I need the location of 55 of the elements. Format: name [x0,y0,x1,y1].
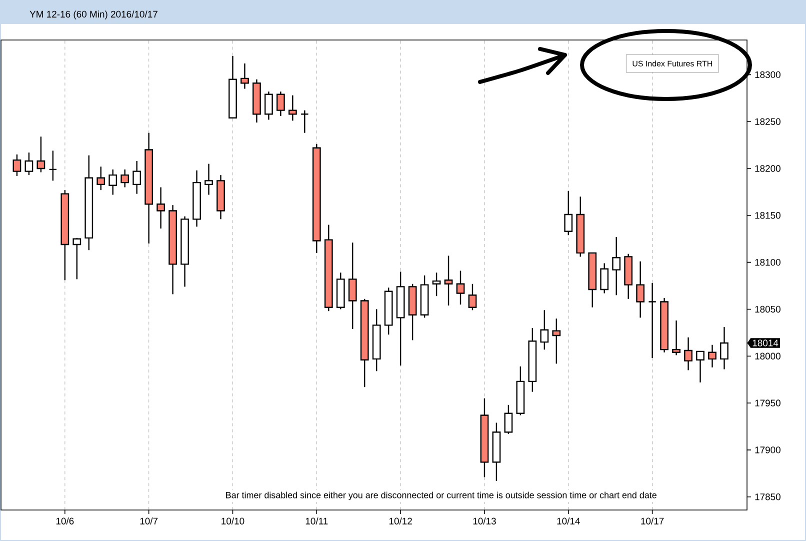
candlestick [696,350,704,383]
y-tick-label: 18150 [755,212,780,219]
x-tick-label: 10/10 [222,518,244,524]
candlestick [96,166,106,191]
candlestick [600,262,609,294]
x-tick-label: 10/17 [641,518,664,524]
candlestick [264,90,273,120]
candlestick [24,152,34,176]
candlestick [540,310,549,350]
candlestick [612,236,621,296]
candlestick [432,272,441,297]
x-tick-label: 10/12 [389,518,412,524]
candlestick [132,160,142,194]
candlestick [672,320,680,356]
y-tick-label: 17900 [755,446,780,454]
candlestick [240,62,249,90]
candlestick [12,154,22,177]
candlestick [120,168,130,188]
candlestick [156,186,165,230]
chart-title: YM 12-16 (60 Min) 2016/10/17 [30,10,158,20]
candlestick [288,94,297,122]
y-tick-label: 18000 [755,352,780,360]
candlestick [204,163,213,196]
y-tick-label: 18250 [755,118,780,125]
y-tick-label: 18200 [755,165,780,172]
candlestick [36,136,46,173]
candlestick [636,260,645,318]
candlestick [300,110,309,134]
candlestick [564,190,573,236]
x-tick-label: 10/11 [306,518,328,524]
x-tick-label: 10/6 [56,518,74,524]
candlestick [468,283,477,311]
y-tick-label: 18300 [755,71,780,78]
x-tick-label: 10/13 [473,518,496,524]
x-tick-label: 10/14 [557,518,580,524]
y-tick-label: 17950 [755,400,780,406]
x-tick-label: 10/7 [140,518,158,524]
y-tick-label: 18050 [755,306,780,313]
candlestick [456,270,465,306]
y-tick-label: 18100 [755,258,780,266]
candlestick [72,237,82,280]
text: 18014 [752,340,778,346]
candlestick [276,90,285,117]
candlestick [48,150,58,182]
candlestick [504,404,513,435]
candlestick [708,344,716,368]
candlestick [348,242,357,330]
candlestick [720,326,728,370]
annotation: Bar timer disabled since either you are disconnected or current time is outside session time or chart end date [226,492,656,500]
candlestick [684,336,692,371]
candlestick [444,255,453,306]
candlestick [648,282,657,359]
candlestick [552,318,561,364]
y-tick-label: 17850 [755,494,780,500]
candlestick [108,168,118,196]
